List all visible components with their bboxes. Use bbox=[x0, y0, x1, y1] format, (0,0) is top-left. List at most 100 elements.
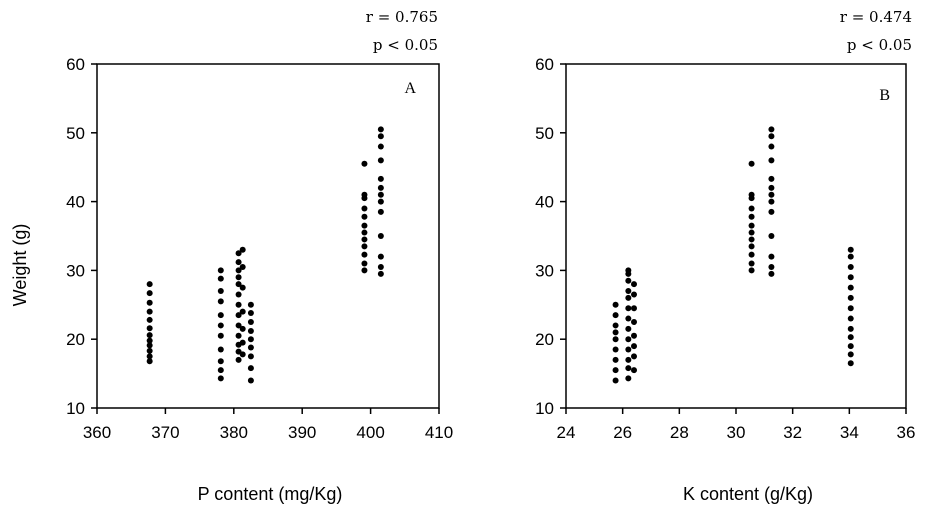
panel-b-data-point bbox=[625, 325, 632, 332]
panel-b-x-tick-label: 30 bbox=[727, 423, 746, 442]
panel-a-data-point bbox=[247, 327, 254, 334]
panel-a-data-point bbox=[217, 358, 224, 365]
panel-a-data-point bbox=[217, 346, 224, 353]
panel-b-x-tick-label: 28 bbox=[670, 423, 689, 442]
panel-a-data-point bbox=[361, 205, 368, 212]
panel-a-data-point bbox=[377, 198, 384, 205]
panel-a-data-point bbox=[235, 259, 242, 266]
panel-b-data-point bbox=[768, 208, 775, 215]
panel-a-data-point bbox=[247, 353, 254, 360]
panel-a-data-point bbox=[247, 301, 254, 308]
panel-a-data-point bbox=[361, 160, 368, 167]
panel-a-data-point bbox=[146, 332, 153, 339]
panel-a-data-point bbox=[217, 367, 224, 374]
panel-b-data-point bbox=[631, 343, 637, 350]
panel-b-data-point bbox=[612, 301, 619, 308]
panel-b-data-point bbox=[847, 325, 854, 332]
panel-a-data-point bbox=[377, 184, 384, 191]
panel-a-data-point bbox=[146, 342, 153, 349]
panel-b-data-point bbox=[612, 356, 619, 363]
panel-b-x-tick-label: 24 bbox=[557, 423, 576, 442]
panel-b-x-axis-label: K content (g/Kg) bbox=[683, 484, 813, 504]
panel-a-data-point bbox=[235, 267, 242, 274]
panel-b-frame bbox=[565, 63, 907, 409]
panel-a-data-point bbox=[235, 332, 242, 339]
panel-b-letter: B bbox=[879, 87, 890, 104]
panel-a-frame bbox=[96, 63, 440, 409]
panel-b-data-point bbox=[768, 133, 775, 140]
panel-a-plot-area: 360 370 380 390 400 410 10 20 30 40 50 60 bbox=[66, 55, 453, 442]
panel-a-data-point bbox=[217, 288, 224, 295]
panel-a-data-point bbox=[377, 143, 384, 150]
panel-a-data-point bbox=[377, 253, 384, 260]
panel-b-data-point bbox=[748, 213, 755, 220]
panel-b-data-point bbox=[768, 126, 775, 133]
panel-b-data-point bbox=[768, 184, 775, 191]
panel-a-data-point bbox=[239, 325, 246, 332]
panel-b-data-point bbox=[631, 367, 637, 374]
panel-a-y-tick-label: 10 bbox=[66, 399, 85, 418]
panel-b-data-point bbox=[847, 253, 854, 260]
panel-b-r-value: r = 0.474 bbox=[840, 8, 912, 26]
panel-a-data-point bbox=[377, 191, 384, 198]
panel-a-x-tick-label: 400 bbox=[356, 423, 384, 442]
panel-b-data-point bbox=[748, 260, 755, 267]
panel-a-data-point bbox=[239, 284, 246, 291]
panel-b-data-point bbox=[847, 360, 854, 367]
panel-b-data-point bbox=[748, 205, 755, 212]
panel-b-data-point bbox=[748, 229, 755, 236]
panel-a-data-point bbox=[361, 260, 368, 267]
panel-a-data-point bbox=[235, 274, 242, 281]
panel-b-x-tick-label: 36 bbox=[897, 423, 916, 442]
panel-b-data-point bbox=[847, 334, 854, 341]
panel-b-data-point bbox=[748, 243, 755, 250]
panel-b-data-point bbox=[748, 267, 755, 274]
panel-a-data-point bbox=[217, 375, 224, 382]
panel-a-data-point bbox=[361, 236, 368, 243]
panel-b-data-point bbox=[625, 375, 632, 382]
panel-a-data-point bbox=[377, 175, 384, 182]
panel-b-data-point bbox=[625, 356, 632, 363]
panel-b-data-point bbox=[612, 312, 619, 319]
panel-a-data-point bbox=[361, 222, 368, 229]
panel-a-data-point bbox=[146, 337, 153, 344]
panel-a-data-point bbox=[217, 322, 224, 329]
panel-b-data-point bbox=[612, 377, 619, 384]
panel-a-data-point bbox=[239, 351, 246, 358]
panel-a-data-point bbox=[247, 310, 254, 317]
panel-a-r-value: r = 0.765 bbox=[366, 8, 438, 26]
panel-a-data-point bbox=[217, 275, 224, 282]
panel-a-data-point bbox=[361, 267, 368, 274]
panel-a-data-point bbox=[235, 291, 242, 298]
panel-a-data-point bbox=[247, 377, 254, 384]
panel-b-data-point bbox=[847, 351, 854, 358]
panel-a-data-point bbox=[217, 267, 224, 274]
panel-a-data-point bbox=[377, 233, 384, 239]
panel-b-data-point bbox=[768, 198, 775, 205]
panel-a-data-point bbox=[239, 246, 246, 253]
panel-a-data-point bbox=[235, 312, 242, 319]
panel-a-data-point bbox=[235, 356, 242, 363]
panel-b-data-point bbox=[847, 305, 854, 312]
panel-a-p-value: p < 0.05 bbox=[373, 36, 438, 54]
panel-a-data-point bbox=[146, 299, 153, 306]
panel-b-data-point bbox=[631, 332, 637, 339]
panel-b-data-point bbox=[625, 365, 632, 372]
panel-a-data-point bbox=[146, 281, 153, 288]
panel-a-data-point bbox=[377, 157, 384, 164]
panel-a-data-point bbox=[361, 251, 368, 258]
panel-a-data-point bbox=[146, 316, 153, 323]
panel-b-data-point bbox=[768, 233, 775, 239]
panel-b-data-point bbox=[768, 270, 775, 277]
panel-a-y-tick-label: 30 bbox=[66, 261, 85, 280]
panel-b-data-point bbox=[625, 346, 632, 353]
panel-b-data-point bbox=[625, 288, 632, 295]
panel-b-data-point bbox=[631, 291, 637, 298]
panel-a-y-axis-label: Weight (g) bbox=[10, 224, 30, 307]
panel-a-data-point bbox=[247, 319, 254, 325]
panel-a-data-point bbox=[235, 322, 242, 329]
panel-b-data-point bbox=[612, 336, 619, 343]
panel-b-data-point bbox=[625, 315, 632, 322]
panel-a-x-axis-label: P content (mg/Kg) bbox=[198, 484, 343, 504]
panel-b-data-point bbox=[631, 305, 637, 312]
